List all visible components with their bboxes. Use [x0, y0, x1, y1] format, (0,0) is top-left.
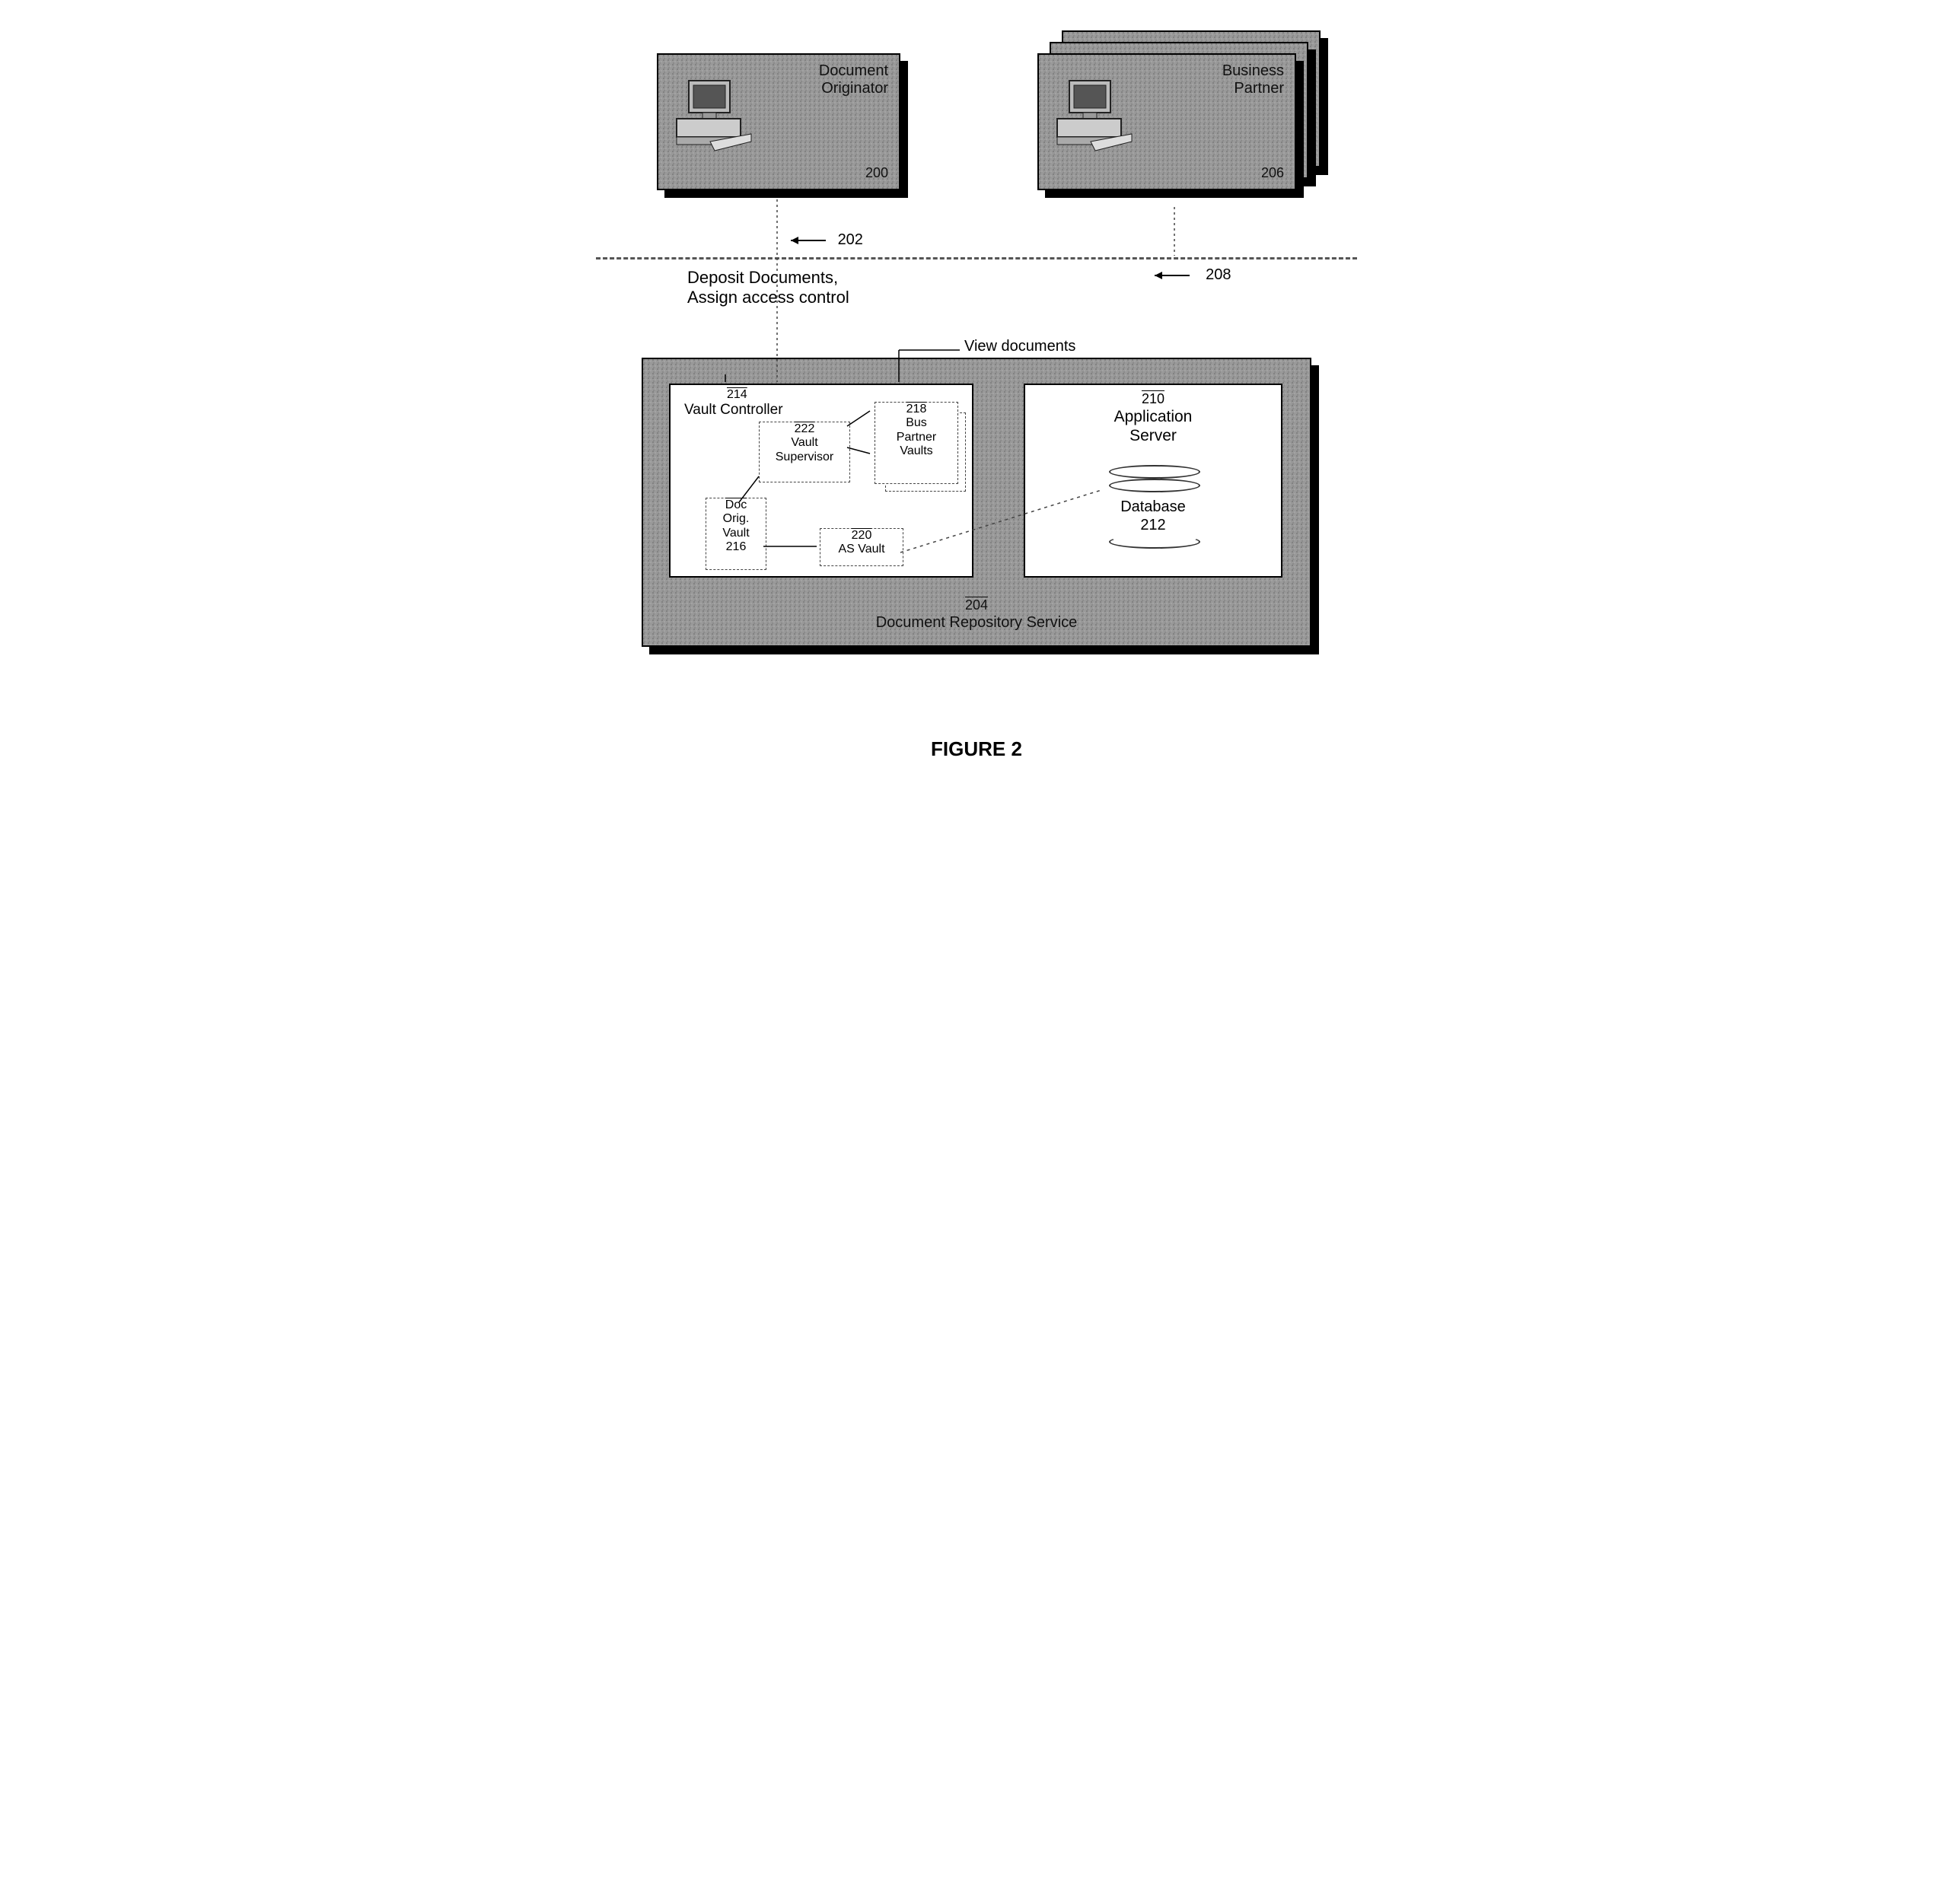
doc-originator-ref: 200	[865, 165, 888, 181]
diagram-canvas: Document Originator 200 206 206 Business…	[596, 30, 1357, 761]
box-bus-partner-vaults: 218 Bus Partner Vaults	[875, 402, 958, 484]
app-server-t1: Application	[1114, 408, 1193, 425]
bus-partner-l2: Partner	[897, 431, 936, 444]
repository-label: Document Repository Service	[876, 614, 1078, 631]
db-label: Database	[1025, 498, 1281, 516]
vault-supervisor-l2: Supervisor	[776, 451, 833, 463]
view-documents-label: View documents	[964, 338, 1075, 355]
business-partner-ref-0: 206	[1261, 165, 1284, 181]
vault-controller-ref: 214	[727, 388, 747, 402]
deposit-label-line1: Deposit Documents,	[687, 268, 838, 287]
business-partner-label: Business Partner	[1222, 62, 1284, 97]
panel-repository: 214 Vault Controller 222 Vault Superviso…	[642, 358, 1311, 647]
bus-partner-l3: Vaults	[900, 444, 932, 457]
vault-supervisor-ref: 222	[795, 422, 815, 436]
bus-partner-l1: Bus	[906, 416, 927, 429]
app-server-title: Application Server	[1025, 407, 1281, 445]
app-server-ref-wrap: 210	[1025, 391, 1281, 407]
business-partner-label-line1: Business	[1222, 62, 1284, 79]
box-vault-supervisor: 222 Vault Supervisor	[759, 422, 850, 482]
deposit-label-line2: Assign access control	[687, 288, 849, 307]
arrow-208-label: 208	[1152, 266, 1231, 284]
doc-orig-top: Doc	[725, 498, 747, 511]
vault-supervisor-l1: Vault	[791, 436, 817, 449]
inner-app-server: 210 Application Server Database 212	[1024, 384, 1282, 578]
arrow-202-label: 202	[788, 231, 863, 249]
computer-icon	[672, 78, 756, 154]
app-server-t2: Server	[1129, 427, 1177, 444]
doc-orig-l2: Vault	[722, 527, 749, 540]
doc-originator-label-line1: Document	[819, 62, 888, 79]
as-vault-ref: 220	[852, 529, 872, 543]
box-doc-orig-vault: Doc Orig. Vault 216	[706, 498, 766, 570]
db-ref: 212	[1025, 517, 1281, 534]
vault-controller-ref-wrap: 214	[727, 388, 747, 402]
view-label-text: View documents	[964, 338, 1075, 355]
box-as-vault: 220 AS Vault	[820, 528, 903, 566]
panel-document-originator: Document Originator 200	[657, 53, 900, 190]
app-server-ref: 210	[1142, 391, 1164, 407]
doc-orig-ref: 216	[726, 540, 747, 553]
network-divider	[596, 257, 1357, 259]
arrow-202-ref: 202	[838, 231, 863, 248]
repository-label-wrap: 204 Document Repository Service	[643, 597, 1310, 632]
as-vault-label: AS Vault	[838, 543, 884, 556]
business-partner-label-line2: Partner	[1234, 80, 1284, 97]
computer-icon	[1053, 78, 1136, 154]
deposit-label: Deposit Documents, Assign access control	[687, 268, 849, 307]
doc-orig-l1: Orig.	[723, 512, 750, 525]
arrow-208-ref: 208	[1206, 266, 1231, 283]
bus-partner-ref: 218	[906, 403, 927, 416]
figure-caption: FIGURE 2	[596, 737, 1357, 761]
inner-vault-controller: 214 Vault Controller 222 Vault Superviso…	[669, 384, 973, 578]
repository-ref: 204	[965, 597, 988, 613]
database-icon: Database 212	[1025, 465, 1281, 549]
doc-originator-label-line2: Originator	[821, 80, 888, 97]
vault-controller-title: Vault Controller	[684, 402, 783, 419]
panel-business-partner-front: Business Partner 206	[1037, 53, 1296, 190]
doc-originator-label: Document Originator	[819, 62, 888, 97]
